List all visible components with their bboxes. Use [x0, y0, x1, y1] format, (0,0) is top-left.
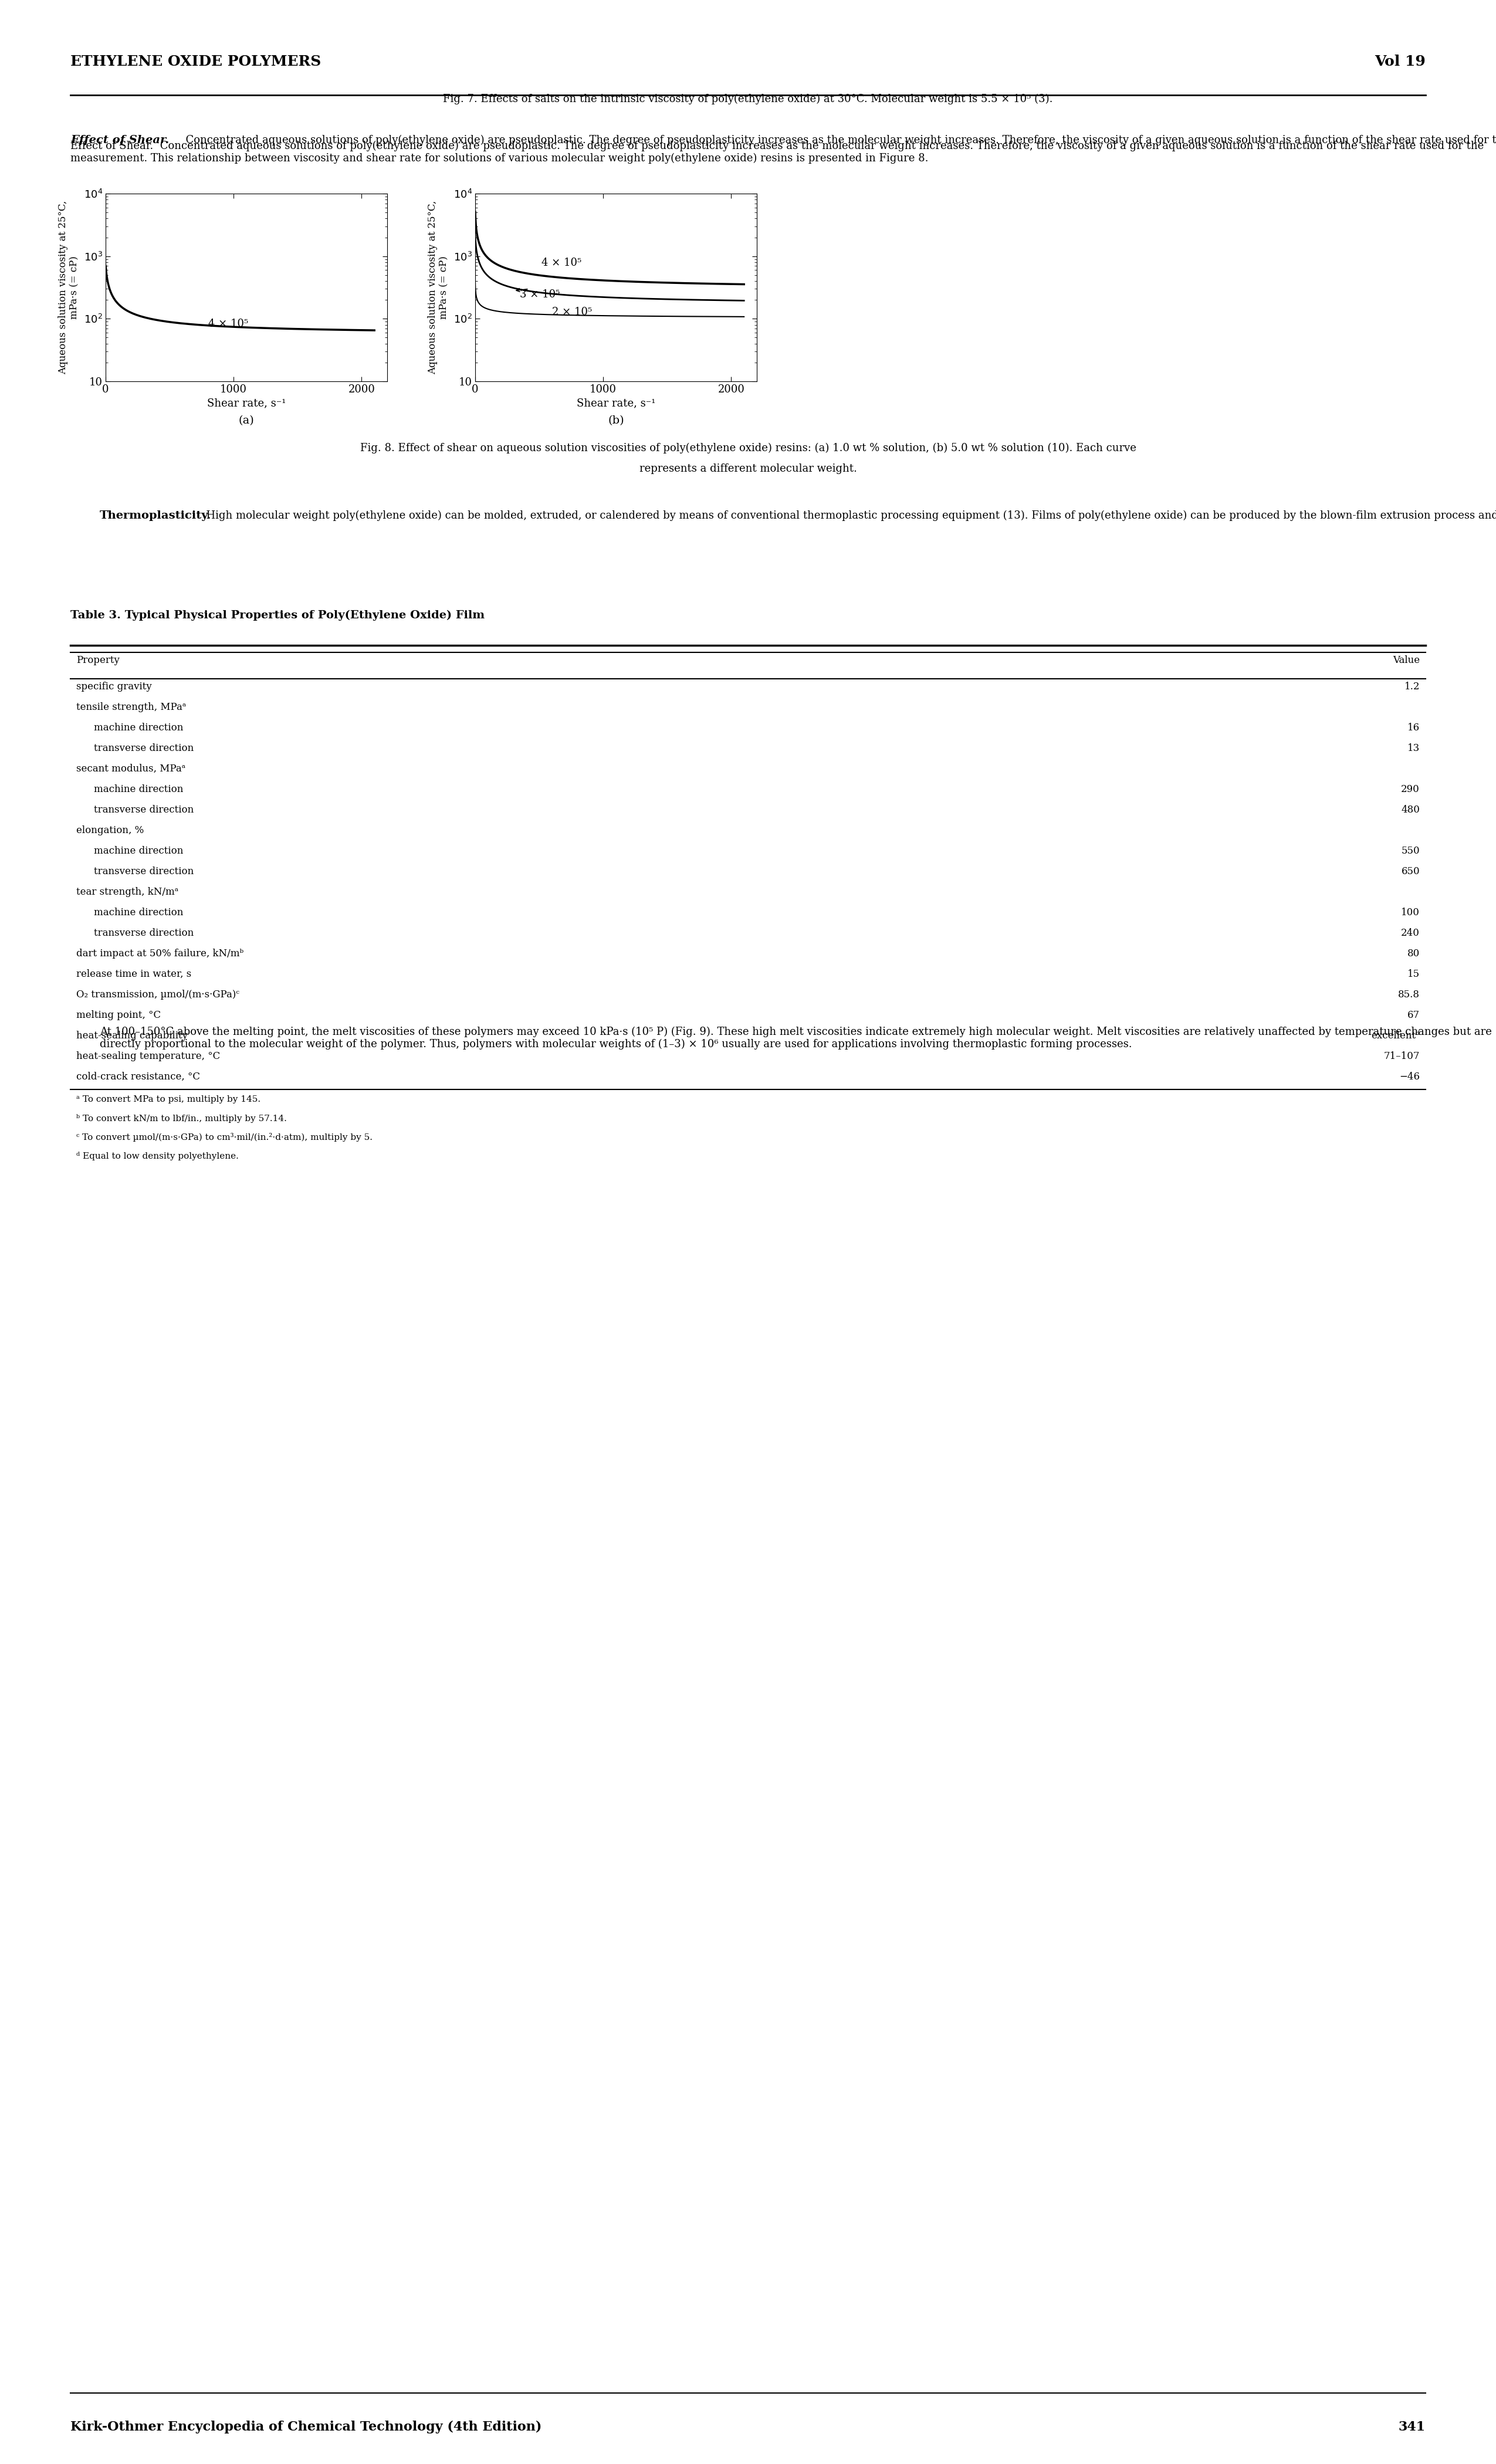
Text: At 100–150°C above the melting point, the melt viscosities of these polymers may: At 100–150°C above the melting point, th… — [100, 1027, 1492, 1050]
Text: transverse direction: transverse direction — [94, 744, 194, 754]
Text: melting point, °C: melting point, °C — [76, 1010, 162, 1020]
Text: transverse direction: transverse direction — [94, 806, 194, 816]
Text: heat-sealing temperature, °C: heat-sealing temperature, °C — [76, 1052, 220, 1062]
Text: 240: 240 — [1402, 929, 1420, 939]
Text: ETHYLENE OXIDE POLYMERS: ETHYLENE OXIDE POLYMERS — [70, 54, 322, 69]
Text: −46: −46 — [1399, 1072, 1420, 1082]
Text: represents a different molecular weight.: represents a different molecular weight. — [639, 463, 857, 473]
Text: tear strength, kN/mᵃ: tear strength, kN/mᵃ — [76, 887, 178, 897]
Text: Thermoplasticity.: Thermoplasticity. — [100, 510, 211, 520]
Text: 4 × 10⁵: 4 × 10⁵ — [208, 318, 248, 328]
Text: machine direction: machine direction — [94, 784, 183, 793]
Text: transverse direction: transverse direction — [94, 929, 194, 939]
Text: dart impact at 50% failure, kN/mᵇ: dart impact at 50% failure, kN/mᵇ — [76, 949, 244, 958]
X-axis label: Shear rate, s⁻¹: Shear rate, s⁻¹ — [206, 399, 286, 409]
Text: 85.8: 85.8 — [1399, 991, 1420, 1000]
Text: secant modulus, MPaᵃ: secant modulus, MPaᵃ — [76, 764, 186, 774]
Text: 1.2: 1.2 — [1405, 683, 1420, 692]
Text: High molecular weight poly(ethylene oxide) can be molded, extruded, or calendere: High molecular weight poly(ethylene oxid… — [199, 510, 1496, 520]
Text: specific gravity: specific gravity — [76, 683, 151, 692]
Text: Fig. 8. Effect of shear on aqueous solution viscosities of poly(ethylene oxide) : Fig. 8. Effect of shear on aqueous solut… — [361, 444, 1135, 453]
Text: ᵈ Equal to low density polyethylene.: ᵈ Equal to low density polyethylene. — [76, 1151, 239, 1161]
Text: tensile strength, MPaᵃ: tensile strength, MPaᵃ — [76, 702, 186, 712]
Text: Concentrated aqueous solutions of poly(ethylene oxide) are pseudoplastic. The de: Concentrated aqueous solutions of poly(e… — [180, 136, 1496, 145]
Text: 4 × 10⁵: 4 × 10⁵ — [542, 259, 582, 269]
Text: 80: 80 — [1408, 949, 1420, 958]
Text: transverse direction: transverse direction — [94, 867, 194, 877]
Text: excellentᵈ: excellentᵈ — [1372, 1030, 1420, 1040]
Text: Vol 19: Vol 19 — [1375, 54, 1426, 69]
Text: 480: 480 — [1402, 806, 1420, 816]
Text: 341: 341 — [1399, 2420, 1426, 2434]
Text: ᶜ To convert µmol/(m·s·GPa) to cm³·mil/(in.²·d·atm), multiply by 5.: ᶜ To convert µmol/(m·s·GPa) to cm³·mil/(… — [76, 1133, 373, 1141]
X-axis label: Shear rate, s⁻¹: Shear rate, s⁻¹ — [576, 399, 655, 409]
Text: 67: 67 — [1408, 1010, 1420, 1020]
Text: 2 × 10⁵: 2 × 10⁵ — [552, 306, 592, 318]
Text: 550: 550 — [1402, 845, 1420, 855]
Text: Kirk-Othmer Encyclopedia of Chemical Technology (4th Edition): Kirk-Othmer Encyclopedia of Chemical Tec… — [70, 2420, 542, 2434]
Text: machine direction: machine direction — [94, 722, 183, 732]
Text: 3 × 10⁵: 3 × 10⁵ — [521, 288, 560, 301]
Y-axis label: Aqueous solution viscosity at 25°C,
mPa·s (= cP): Aqueous solution viscosity at 25°C, mPa·… — [428, 200, 449, 375]
Text: Property: Property — [76, 655, 120, 665]
Text: 16: 16 — [1408, 722, 1420, 732]
Text: 15: 15 — [1408, 968, 1420, 978]
Y-axis label: Aqueous solution viscosity at 25°C,
mPa·s (= cP): Aqueous solution viscosity at 25°C, mPa·… — [58, 200, 79, 375]
Text: Value: Value — [1393, 655, 1420, 665]
Text: elongation, %: elongation, % — [76, 825, 144, 835]
Text: (a): (a) — [238, 414, 254, 426]
Text: Table 3. Typical Physical Properties of Poly(Ethylene Oxide) Film: Table 3. Typical Physical Properties of … — [70, 611, 485, 621]
Text: 290: 290 — [1402, 784, 1420, 793]
Text: 100: 100 — [1402, 907, 1420, 917]
Text: ᵇ To convert kN/m to lbf/in., multiply by 57.14.: ᵇ To convert kN/m to lbf/in., multiply b… — [76, 1114, 287, 1124]
Text: (b): (b) — [607, 414, 624, 426]
Text: 650: 650 — [1402, 867, 1420, 877]
Text: 71–107: 71–107 — [1384, 1052, 1420, 1062]
Text: 13: 13 — [1408, 744, 1420, 754]
Text: machine direction: machine direction — [94, 845, 183, 855]
Text: release time in water, s: release time in water, s — [76, 968, 191, 978]
Text: Fig. 7. Effects of salts on the intrinsic viscosity of poly(ethylene oxide) at 3: Fig. 7. Effects of salts on the intrinsi… — [443, 94, 1053, 103]
Text: Effect of Shear.: Effect of Shear. — [70, 136, 169, 145]
Text: heat-sealing capability: heat-sealing capability — [76, 1030, 187, 1040]
Text: Effect of Shear.  Concentrated aqueous solutions of poly(ethylene oxide) are pse: Effect of Shear. Concentrated aqueous so… — [70, 140, 1484, 165]
Text: cold-crack resistance, °C: cold-crack resistance, °C — [76, 1072, 200, 1082]
Text: ᵃ To convert MPa to psi, multiply by 145.: ᵃ To convert MPa to psi, multiply by 145… — [76, 1096, 260, 1104]
Text: machine direction: machine direction — [94, 907, 183, 917]
Text: O₂ transmission, µmol/(m·s·GPa)ᶜ: O₂ transmission, µmol/(m·s·GPa)ᶜ — [76, 991, 239, 1000]
